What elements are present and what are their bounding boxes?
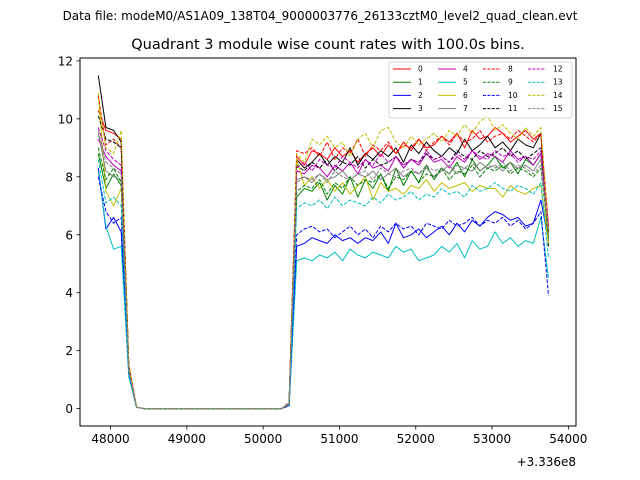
legend-label-7: 7 <box>463 104 468 113</box>
y-tick-label: 8 <box>65 170 73 184</box>
x-tick-label: 48000 <box>91 432 129 446</box>
legend-label-13: 13 <box>553 78 563 87</box>
x-axis: 48000 49000 50000 51000 52000 53000 54000 <box>91 426 587 446</box>
x-tick-label: 52000 <box>397 432 435 446</box>
x-axis-offset-text: +3.336e8 <box>517 455 576 469</box>
legend-label-1: 1 <box>418 78 423 87</box>
x-tick-label: 54000 <box>549 432 587 446</box>
legend-label-14: 14 <box>553 91 563 100</box>
axes-frame <box>79 57 577 427</box>
legend-label-3: 3 <box>418 104 423 113</box>
y-tick-label: 0 <box>65 402 73 416</box>
x-tick-label: 49000 <box>168 432 206 446</box>
y-tick-label: 2 <box>65 344 73 358</box>
x-tick-label: 51000 <box>320 432 358 446</box>
legend-label-11: 11 <box>508 104 518 113</box>
legend-label-5: 5 <box>463 78 468 87</box>
legend-label-8: 8 <box>508 65 513 74</box>
legend-label-15: 15 <box>553 104 563 113</box>
legend-label-0: 0 <box>418 65 423 74</box>
y-tick-label: 10 <box>58 112 73 126</box>
series-layer <box>97 75 549 410</box>
chart-title: Quadrant 3 module wise count rates with … <box>131 37 525 53</box>
legend-label-6: 6 <box>463 91 468 100</box>
legend-label-12: 12 <box>553 65 563 74</box>
legend-label-4: 4 <box>463 65 468 74</box>
x-tick-label: 53000 <box>473 432 511 446</box>
plot-area: 48000 49000 50000 51000 52000 53000 54000 0 2 4 6… <box>58 54 588 469</box>
x-tick-label: 50000 <box>244 432 282 446</box>
y-tick-label: 6 <box>65 228 73 242</box>
series-line-15 <box>97 130 549 410</box>
series-line-14 <box>97 98 549 410</box>
legend-label-10: 10 <box>508 91 518 100</box>
y-tick-label: 4 <box>65 286 73 300</box>
y-axis: 0 2 4 6 8 10 12 <box>58 54 80 416</box>
legend-label-9: 9 <box>508 78 513 87</box>
figure-suptitle: Data file: modeM0/AS1A09_138T04_90000037… <box>63 9 578 23</box>
y-tick-label: 12 <box>58 54 73 68</box>
legend-box <box>388 61 573 119</box>
legend-label-2: 2 <box>418 91 423 100</box>
